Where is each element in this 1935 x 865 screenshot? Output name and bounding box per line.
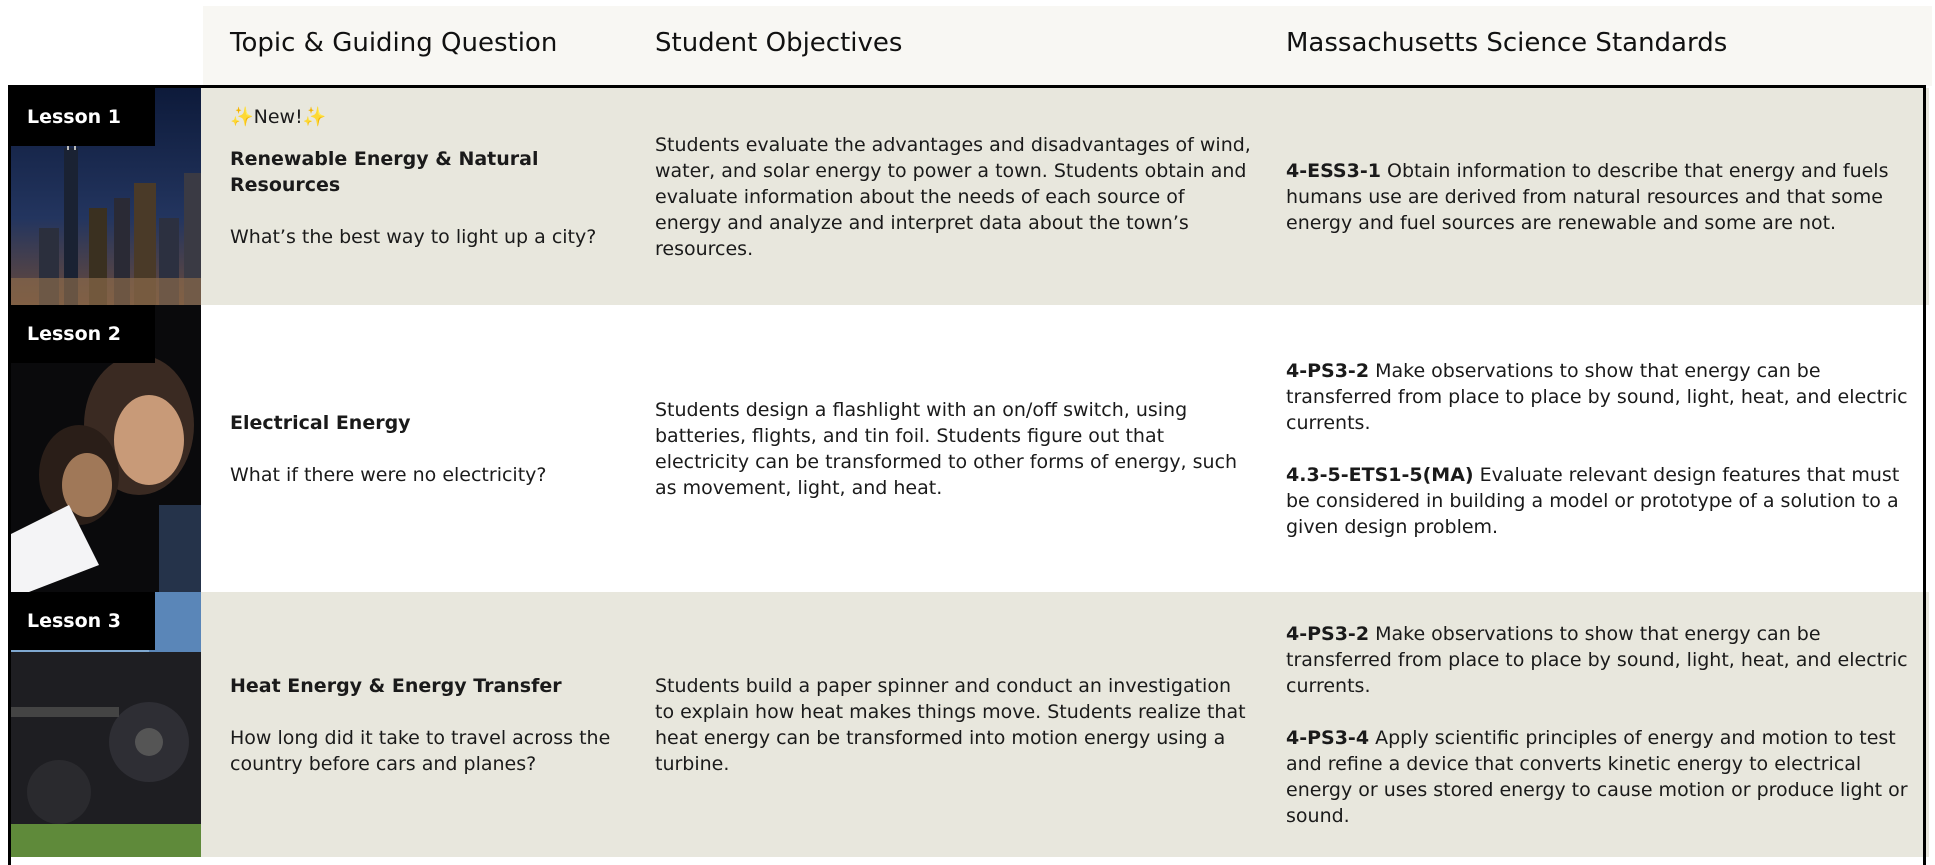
topic: Renewable Energy & Natural Resources xyxy=(230,148,539,196)
lesson-row: Lesson 3 Heat Energy & Energy Transfer H… xyxy=(9,592,1929,857)
standard: 4-ESS3-1 Obtain information to describe … xyxy=(1286,158,1926,236)
standard-text: Apply scientific principles of energy an… xyxy=(1286,726,1908,827)
table-border xyxy=(8,85,1926,865)
column-header: Topic & Guiding Question xyxy=(230,28,558,58)
objectives: Students build a paper spinner and condu… xyxy=(655,674,1246,775)
topic-cell: Heat Energy & Energy Transfer How long d… xyxy=(230,592,630,857)
standard-code: 4-PS3-4 xyxy=(1286,726,1370,749)
standard-text: Evaluate relevant design features that m… xyxy=(1286,463,1900,538)
header-bar xyxy=(203,6,1932,86)
guiding-question: What if there were no electricity? xyxy=(230,463,547,486)
lesson-label: Lesson 2 xyxy=(9,305,155,363)
objectives: Students design a flashlight with an on/… xyxy=(655,398,1238,499)
objectives-cell: Students build a paper spinner and condu… xyxy=(655,592,1255,857)
standards-cell: 4-ESS3-1 Obtain information to describe … xyxy=(1286,88,1926,305)
lesson-label: Lesson 1 xyxy=(9,88,155,146)
topic-cell: ✨New!✨ Renewable Energy & Natural Resour… xyxy=(230,88,630,321)
column-header: Massachusetts Science Standards xyxy=(1286,28,1728,58)
standard-text: Obtain information to describe that ener… xyxy=(1286,159,1889,234)
standard-code: 4.3-5-ETS1-5(MA) xyxy=(1286,463,1474,486)
guiding-question: How long did it take to travel across th… xyxy=(230,726,611,775)
standard: 4.3-5-ETS1-5(MA) Evaluate relevant desig… xyxy=(1286,462,1926,540)
standard: 4-PS3-2 Make observations to show that e… xyxy=(1286,621,1926,699)
guiding-question: What’s the best way to light up a city? xyxy=(230,226,597,248)
standard: 4-PS3-4 Apply scientific principles of e… xyxy=(1286,725,1926,829)
lesson-row: Lesson 1 ✨New!✨ Renewable Energy & Natur… xyxy=(9,88,1929,305)
standard-text: Make observations to show that energy ca… xyxy=(1286,622,1908,697)
standard-code: 4-ESS3-1 xyxy=(1286,159,1381,182)
standards-cell: 4-PS3-2 Make observations to show that e… xyxy=(1286,305,1926,592)
standard-code: 4-PS3-2 xyxy=(1286,359,1370,382)
lesson-row: Lesson 2 Electrical Energy What if there… xyxy=(9,305,1929,592)
objectives-cell: Students design a flashlight with an on/… xyxy=(655,305,1255,592)
objectives: Students evaluate the advantages and dis… xyxy=(655,133,1251,260)
standards-cell: 4-PS3-2 Make observations to show that e… xyxy=(1286,592,1926,857)
lesson-label: Lesson 3 xyxy=(9,592,155,650)
standard: 4-PS3-2 Make observations to show that e… xyxy=(1286,358,1926,436)
standard-text: Make observations to show that energy ca… xyxy=(1286,359,1908,434)
topic: Heat Energy & Energy Transfer xyxy=(230,674,562,697)
topic-cell: Electrical Energy What if there were no … xyxy=(230,305,630,592)
column-header: Student Objectives xyxy=(655,28,903,58)
objectives-cell: Students evaluate the advantages and dis… xyxy=(655,88,1255,305)
topic: Electrical Energy xyxy=(230,411,411,434)
new-badge: ✨New!✨ xyxy=(230,106,327,128)
standard-code: 4-PS3-2 xyxy=(1286,622,1370,645)
